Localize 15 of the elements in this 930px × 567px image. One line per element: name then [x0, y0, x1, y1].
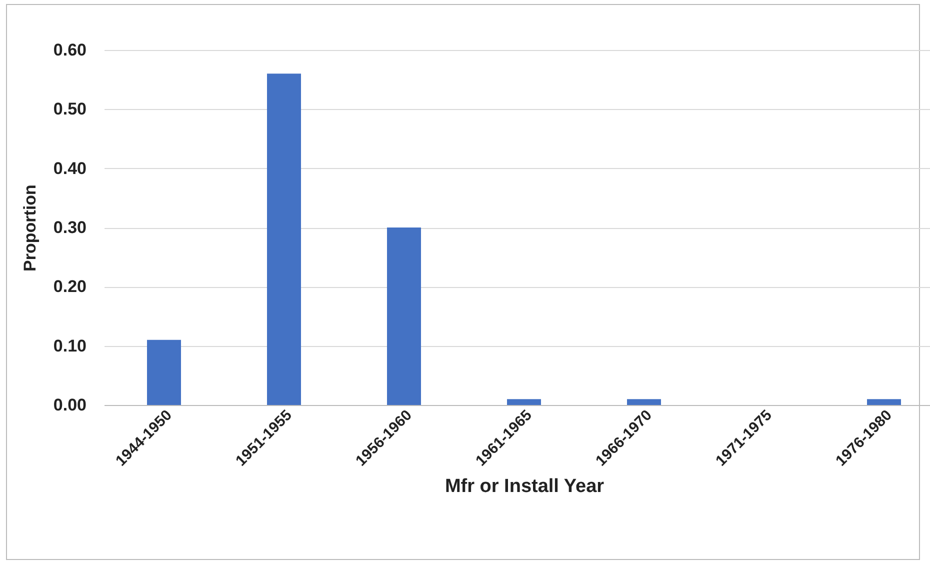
y-tick-label: 0.10: [53, 336, 86, 356]
bar: [147, 340, 181, 405]
x-axis-title: Mfr or Install Year: [444, 476, 605, 497]
y-tick-label: 0.20: [53, 277, 86, 296]
y-tick-label: 0.50: [53, 100, 86, 119]
y-tick-label: 0.00: [53, 396, 86, 414]
y-axis-title: Proportion: [20, 184, 40, 272]
y-tick-label: 0.60: [53, 40, 86, 60]
bar: [387, 228, 421, 405]
y-tick-label: 0.40: [53, 158, 86, 178]
bar: [867, 399, 901, 405]
y-tick-label: 0.30: [53, 218, 86, 237]
bar: [507, 399, 541, 405]
bar: [627, 399, 661, 405]
bar: [267, 74, 301, 405]
